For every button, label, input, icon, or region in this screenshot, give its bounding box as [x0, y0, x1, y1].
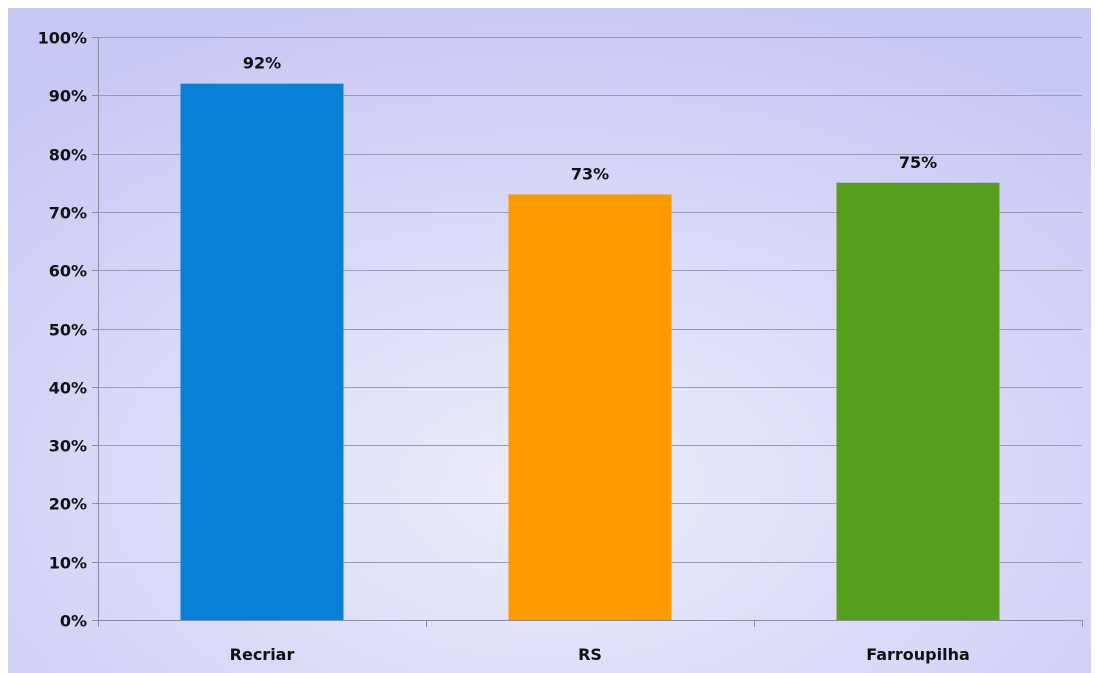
data-label: 92%: [243, 54, 281, 73]
y-tick-label: 20%: [49, 495, 87, 514]
x-tick-label: Recriar: [230, 645, 295, 664]
bar-recriar: [180, 83, 344, 620]
x-tick-label: RS: [578, 645, 602, 664]
y-tick-label: 0%: [60, 612, 87, 631]
data-label: 75%: [899, 153, 937, 172]
y-tick-label: 10%: [49, 554, 87, 573]
y-tick-label: 100%: [38, 29, 87, 48]
y-tick-label: 30%: [49, 437, 87, 456]
data-label: 73%: [571, 164, 609, 183]
bar-farroupilha: [836, 182, 1000, 620]
y-tick-label: 80%: [49, 146, 87, 165]
y-tick-label: 90%: [49, 87, 87, 106]
y-tick-label: 40%: [49, 379, 87, 398]
x-tick-label: Farroupilha: [866, 645, 970, 664]
y-tick-label: 60%: [49, 262, 87, 281]
y-tick-label: 50%: [49, 321, 87, 340]
y-axis-tick-labels: 0% 10% 20% 30% 40% 50% 60% 70% 80% 90% 100%: [38, 29, 87, 631]
bars: [180, 83, 1000, 620]
y-tick-label: 70%: [49, 204, 87, 223]
bar-rs: [508, 194, 672, 620]
data-labels: 92% 73% 75%: [243, 54, 937, 184]
x-axis-tick-labels: Recriar RS Farroupilha: [230, 645, 970, 664]
axes: [92, 37, 1083, 627]
